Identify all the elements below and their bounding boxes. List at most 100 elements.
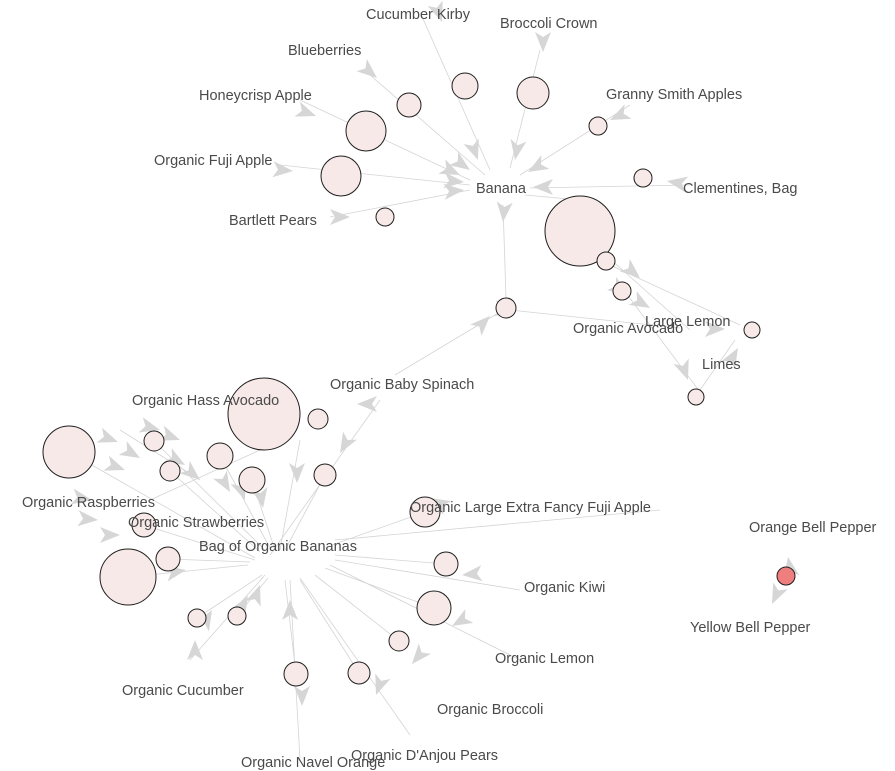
edge-7 bbox=[329, 189, 471, 218]
arrowhead-1 bbox=[510, 138, 527, 160]
rule-node-26 bbox=[227, 606, 247, 626]
rule-node-3 bbox=[345, 110, 387, 152]
rule-node-31 bbox=[433, 551, 459, 577]
arrowhead-47 bbox=[375, 673, 391, 695]
arrowhead-44 bbox=[245, 585, 261, 607]
arrowhead-34 bbox=[118, 441, 140, 458]
rule-node-33 bbox=[776, 566, 796, 586]
rule-node-32 bbox=[409, 496, 441, 528]
rule-node-20 bbox=[313, 463, 337, 487]
label-clementines-bag: Clementines, Bag bbox=[683, 181, 797, 197]
rule-node-22 bbox=[131, 512, 157, 538]
edge-2 bbox=[369, 74, 486, 176]
rule-node-25 bbox=[187, 608, 207, 628]
edge-3 bbox=[299, 99, 471, 181]
arrowhead-3 bbox=[438, 159, 460, 175]
arrowhead-55 bbox=[138, 417, 160, 433]
rule-node-9 bbox=[596, 251, 616, 271]
rule-node-19 bbox=[238, 466, 266, 494]
rule-node-29 bbox=[388, 630, 410, 652]
arrowhead-27 bbox=[289, 463, 305, 483]
rule-node-1 bbox=[516, 76, 550, 110]
edge-25 bbox=[167, 558, 251, 563]
arrowhead-56 bbox=[96, 427, 118, 443]
arrowhead-43 bbox=[187, 640, 203, 660]
arrowhead-17 bbox=[667, 176, 689, 193]
label-organic-danjou-pears: Organic D'Anjou Pears bbox=[351, 748, 498, 764]
edge-32 bbox=[299, 577, 411, 736]
label-organic-fuji-apple: Organic Fuji Apple bbox=[154, 153, 272, 169]
edge-19 bbox=[219, 455, 271, 549]
label-granny-smith-apples: Granny Smith Apples bbox=[606, 87, 742, 103]
edge-27 bbox=[196, 574, 263, 619]
rule-node-13 bbox=[687, 388, 705, 406]
label-bartlett-pears: Bartlett Pears bbox=[229, 213, 317, 229]
rule-node-2 bbox=[396, 92, 422, 118]
nodes-layer bbox=[42, 72, 796, 687]
rule-node-28 bbox=[347, 661, 371, 685]
rule-node-0 bbox=[451, 72, 479, 100]
labels-layer: Banana Cucumber Kirby Broccoli Crown Blu… bbox=[22, 7, 877, 771]
arrowhead-2 bbox=[449, 151, 470, 170]
label-organic-lemon: Organic Lemon bbox=[495, 651, 594, 667]
arrowhead-13 bbox=[356, 59, 377, 78]
rule-node-16 bbox=[143, 430, 165, 452]
edge-23 bbox=[68, 451, 256, 559]
rule-node-6 bbox=[633, 168, 653, 188]
label-organic-hass-avocado: Organic Hass Avocado bbox=[132, 393, 279, 409]
label-banana: Banana bbox=[476, 181, 527, 197]
label-organic-broccoli: Organic Broccoli bbox=[437, 702, 543, 718]
rule-node-30 bbox=[416, 590, 452, 626]
arrowhead-25 bbox=[357, 396, 377, 412]
rule-node-8 bbox=[544, 195, 616, 267]
label-broccoli-crown: Broccoli Crown bbox=[500, 16, 598, 32]
edge-36 bbox=[334, 554, 447, 565]
arrowhead-14 bbox=[294, 101, 316, 117]
label-bag-of-organic-bananas: Bag of Organic Bananas bbox=[199, 539, 357, 555]
arrowhead-26 bbox=[340, 431, 357, 453]
arrowhead-12 bbox=[535, 32, 551, 52]
arrowhead-33 bbox=[158, 425, 180, 441]
rule-node-7 bbox=[375, 207, 395, 227]
arrowhead-15 bbox=[610, 104, 632, 120]
edge-24 bbox=[143, 524, 256, 561]
label-organic-large-extra-fancy-fuji-apple: Organic Large Extra Fancy Fuji Apple bbox=[410, 500, 651, 516]
arrowhead-48 bbox=[412, 643, 431, 664]
arrowhead-9 bbox=[470, 316, 490, 336]
label-organic-avocado: Organic Avocado bbox=[573, 321, 683, 337]
arrowhead-38 bbox=[100, 527, 120, 543]
rule-node-23 bbox=[155, 546, 181, 572]
edge-37 bbox=[334, 559, 521, 591]
label-organic-strawberries: Organic Strawberries bbox=[128, 515, 264, 531]
arrowhead-20 bbox=[721, 348, 738, 370]
label-blueberries: Blueberries bbox=[288, 43, 361, 59]
rule-node-14 bbox=[307, 408, 329, 430]
edge-39 bbox=[334, 509, 661, 541]
arrowhead-11 bbox=[427, 0, 443, 22]
label-limes: Limes bbox=[702, 357, 741, 373]
rule-node-15 bbox=[227, 377, 301, 451]
rule-node-18 bbox=[159, 460, 181, 482]
arrowhead-16 bbox=[272, 161, 293, 178]
arrowhead-35 bbox=[103, 455, 125, 471]
rule-node-10 bbox=[612, 281, 632, 301]
arrowhead-24 bbox=[628, 291, 650, 308]
arrowhead-31 bbox=[179, 461, 200, 480]
label-organic-kiwi: Organic Kiwi bbox=[524, 580, 605, 596]
label-cucumber-kirby: Cucumber Kirby bbox=[366, 7, 471, 23]
arrowhead-50 bbox=[462, 565, 483, 582]
edge-33 bbox=[314, 574, 400, 642]
rule-node-27 bbox=[283, 661, 309, 687]
rule-node-5 bbox=[320, 155, 362, 197]
arrowhead-36 bbox=[70, 488, 92, 505]
label-organic-navel-orange: Organic Navel Orange bbox=[241, 755, 385, 771]
label-honeycrisp-apple: Honeycrisp Apple bbox=[199, 88, 312, 104]
arrowhead-7 bbox=[443, 183, 464, 200]
label-yellow-bell-pepper: Yellow Bell Pepper bbox=[690, 620, 811, 636]
label-organic-cucumber: Organic Cucumber bbox=[122, 683, 244, 699]
edge-5 bbox=[279, 164, 471, 186]
arrowhead-37 bbox=[77, 510, 98, 527]
label-organic-baby-spinach: Organic Baby Spinach bbox=[330, 377, 474, 393]
arrowhead-5 bbox=[443, 172, 464, 189]
rule-node-24 bbox=[99, 548, 157, 606]
